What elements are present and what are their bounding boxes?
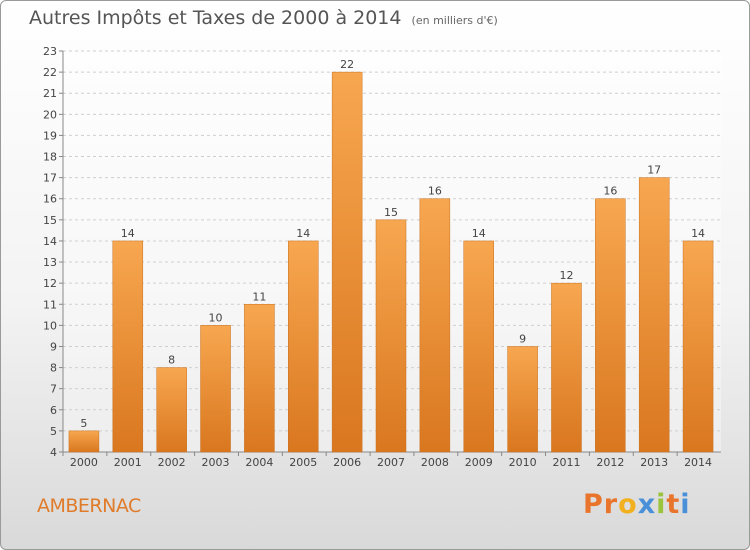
x-tick-label: 2011 [552,456,580,469]
chart-title: Autres Impôts et Taxes de 2000 à 2014 (e… [29,7,498,29]
y-tick-label: 23 [43,45,57,58]
bar [200,325,231,453]
x-tick-label: 2009 [465,456,493,469]
bar [375,219,407,453]
chart-unit-label: (en milliers d'€) [411,14,498,27]
bar [288,240,319,453]
bar [682,240,714,453]
bar-value-label: 16 [428,185,442,198]
bar-value-label: 15 [384,206,398,219]
x-tick-label: 2012 [596,456,624,469]
logo-letter: i [680,489,691,520]
x-tick-label: 2002 [158,456,186,469]
x-tick-label: 2006 [333,456,361,469]
y-tick-label: 19 [43,129,57,142]
bar [156,367,187,453]
y-tick-label: 4 [50,446,57,459]
y-tick-label: 17 [43,172,57,185]
bar [331,71,363,453]
bar-value-label: 8 [168,354,175,367]
bar [551,282,582,453]
y-tick-label: 10 [43,319,57,332]
y-tick-label: 21 [43,87,57,100]
y-tick-label: 9 [50,340,57,353]
y-tick-label: 16 [43,193,57,206]
y-tick-label: 7 [50,383,57,396]
commune-name: AMBERNAC [37,495,141,517]
bar-value-label: 16 [603,185,617,198]
bar [112,240,144,453]
bar [419,198,451,453]
bar-value-label: 5 [80,417,87,430]
y-tick-label: 14 [43,235,57,248]
bar-value-label: 11 [252,290,266,303]
x-tick-label: 2005 [289,456,317,469]
logo-letter: o [618,489,638,520]
y-tick-label: 5 [50,425,57,438]
bar-value-label: 14 [472,227,486,240]
bar [507,346,538,453]
logo-letter: i [656,489,667,520]
x-tick-label: 2014 [684,456,712,469]
bar [68,430,100,453]
bar [244,304,275,453]
x-tick-label: 2000 [70,456,98,469]
x-tick-label: 2001 [114,456,142,469]
logo-letter: x [637,489,657,520]
bar-value-label: 9 [519,332,526,345]
y-tick-label: 18 [43,151,57,164]
x-tick-label: 2008 [421,456,449,469]
x-tick-label: 2010 [509,456,537,469]
chart-title-text: Autres Impôts et Taxes de 2000 à 2014 [29,7,402,29]
y-tick-label: 8 [50,362,57,375]
y-tick-label: 12 [43,277,57,290]
logo-letter: t [666,489,681,520]
bar-value-label: 14 [691,227,705,240]
y-tick-label: 15 [43,214,57,227]
bar-value-label: 14 [121,227,135,240]
bar [463,240,494,453]
y-tick-label: 20 [43,108,57,121]
logo-letter: P [583,489,604,520]
bar-value-label: 22 [340,58,354,71]
bar [595,198,626,453]
y-tick-label: 22 [43,66,57,79]
x-tick-label: 2007 [377,456,405,469]
y-tick-label: 13 [43,256,57,269]
bar-value-label: 10 [209,311,223,324]
x-tick-label: 2003 [202,456,230,469]
y-tick-label: 11 [43,298,57,311]
y-tick-label: 6 [50,404,57,417]
x-tick-label: 2013 [640,456,668,469]
x-tick-label: 2004 [245,456,273,469]
bar-value-label: 17 [647,164,661,177]
bar [638,177,670,453]
bar-value-label: 12 [559,269,573,282]
bar-value-label: 14 [296,227,310,240]
logo-letter: r [603,489,619,520]
proxiti-logo: Proxiti [583,489,691,520]
